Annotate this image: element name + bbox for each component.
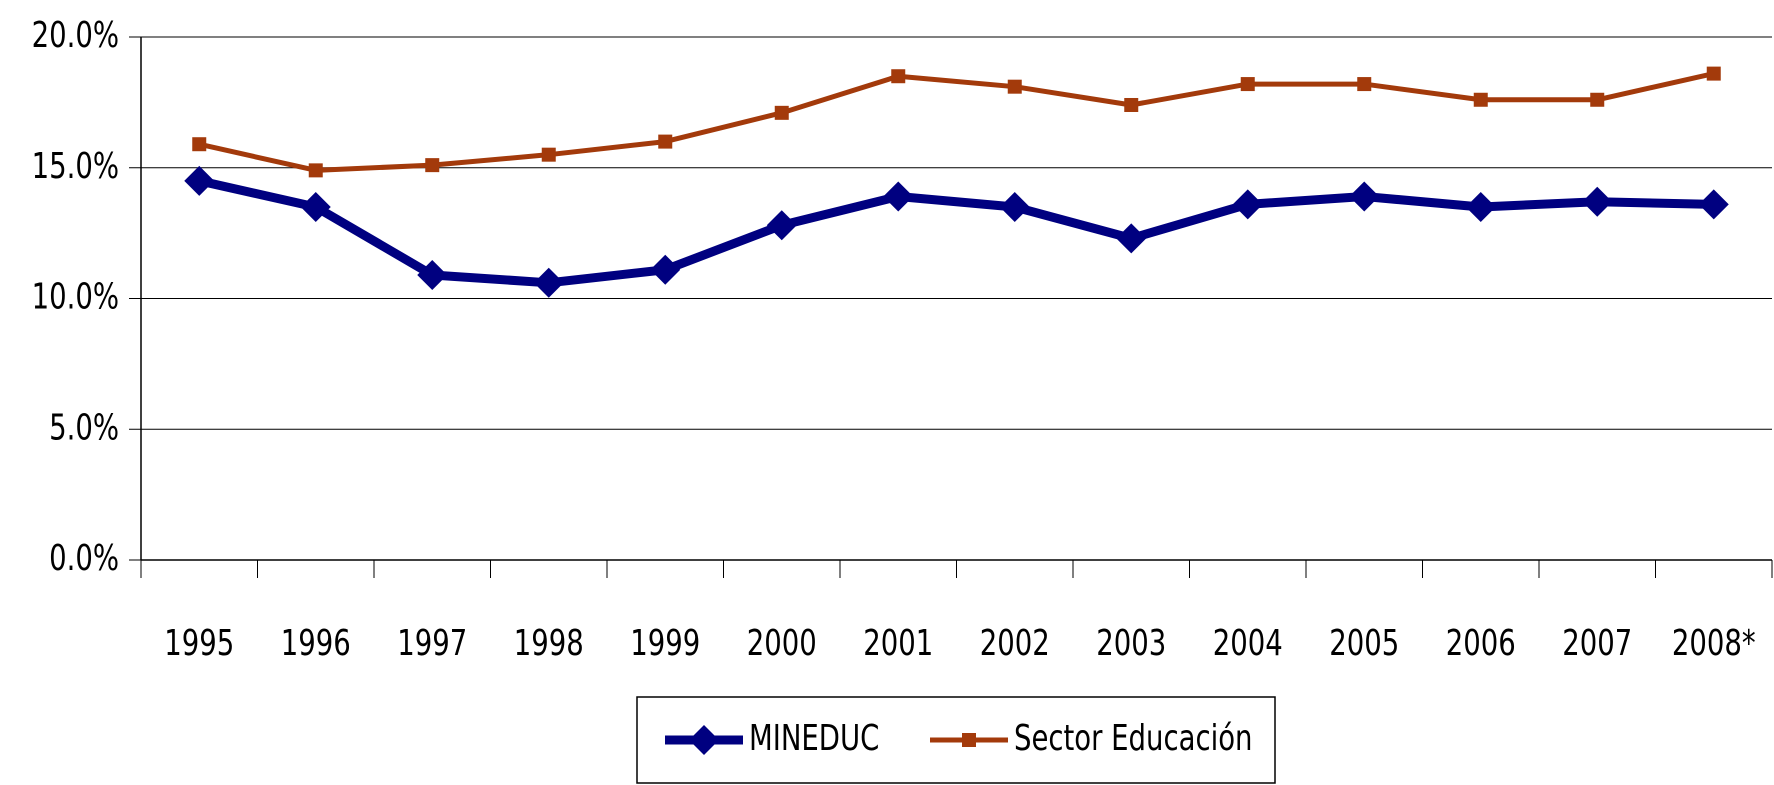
series-line — [198, 71, 1715, 173]
marker — [1590, 92, 1605, 107]
marker — [1116, 223, 1147, 254]
legend-label: MINEDUC — [749, 717, 879, 759]
x-tick-label: 2006 — [1446, 622, 1516, 664]
series-line — [198, 176, 1714, 288]
marker — [308, 163, 323, 178]
marker — [1465, 191, 1496, 222]
marker — [650, 254, 681, 285]
y-tick-label: 0.0% — [49, 537, 119, 579]
marker — [417, 259, 448, 290]
marker — [1349, 181, 1380, 212]
marker — [192, 137, 207, 152]
marker — [1698, 189, 1729, 220]
x-tick-label: 2001 — [863, 622, 933, 664]
marker — [1706, 66, 1721, 81]
marker — [766, 210, 797, 241]
x-tick-label: 1998 — [514, 622, 584, 664]
x-tick-label: 2000 — [747, 622, 817, 664]
y-tick-label: 10.0% — [32, 275, 119, 317]
marker — [883, 181, 914, 212]
x-tick-label: 2004 — [1213, 622, 1283, 664]
marker — [1582, 186, 1613, 217]
marker — [425, 158, 440, 173]
x-tick-label: 1995 — [164, 622, 234, 664]
y-tick-label: 15.0% — [32, 145, 119, 187]
marker — [533, 267, 564, 298]
marker — [962, 733, 976, 747]
marker — [300, 191, 331, 222]
x-tick-label: 2007 — [1562, 622, 1632, 664]
marker — [774, 105, 789, 120]
x-tick-label: 1997 — [397, 622, 467, 664]
marker — [1357, 77, 1372, 92]
y-tick-label: 20.0% — [32, 14, 119, 56]
x-tick-label: 2008* — [1672, 622, 1756, 664]
x-tick-label: 1996 — [281, 622, 351, 664]
marker — [891, 69, 906, 84]
marker — [658, 134, 673, 149]
x-tick-label: 2003 — [1096, 622, 1166, 664]
marker — [541, 147, 556, 162]
marker — [999, 191, 1030, 222]
marker — [1007, 79, 1022, 94]
marker — [1124, 97, 1139, 112]
marker — [689, 725, 719, 755]
y-tick-label: 5.0% — [49, 406, 119, 448]
marker — [1473, 92, 1488, 107]
x-tick-label: 2002 — [980, 622, 1050, 664]
x-tick-label: 1999 — [630, 622, 700, 664]
legend-label: Sector Educación — [1014, 717, 1253, 759]
marker — [1232, 189, 1263, 220]
x-tick-label: 2005 — [1329, 622, 1399, 664]
marker — [184, 165, 215, 196]
marker — [1240, 77, 1255, 92]
